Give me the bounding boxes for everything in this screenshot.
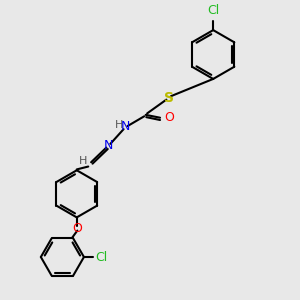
Text: Cl: Cl (207, 4, 219, 17)
Text: Cl: Cl (95, 250, 108, 263)
Text: S: S (164, 91, 174, 105)
Text: O: O (72, 222, 82, 235)
Text: O: O (164, 111, 174, 124)
Text: H: H (115, 120, 124, 130)
Text: N: N (104, 139, 113, 152)
Text: H: H (79, 156, 88, 167)
Text: N: N (121, 120, 130, 134)
